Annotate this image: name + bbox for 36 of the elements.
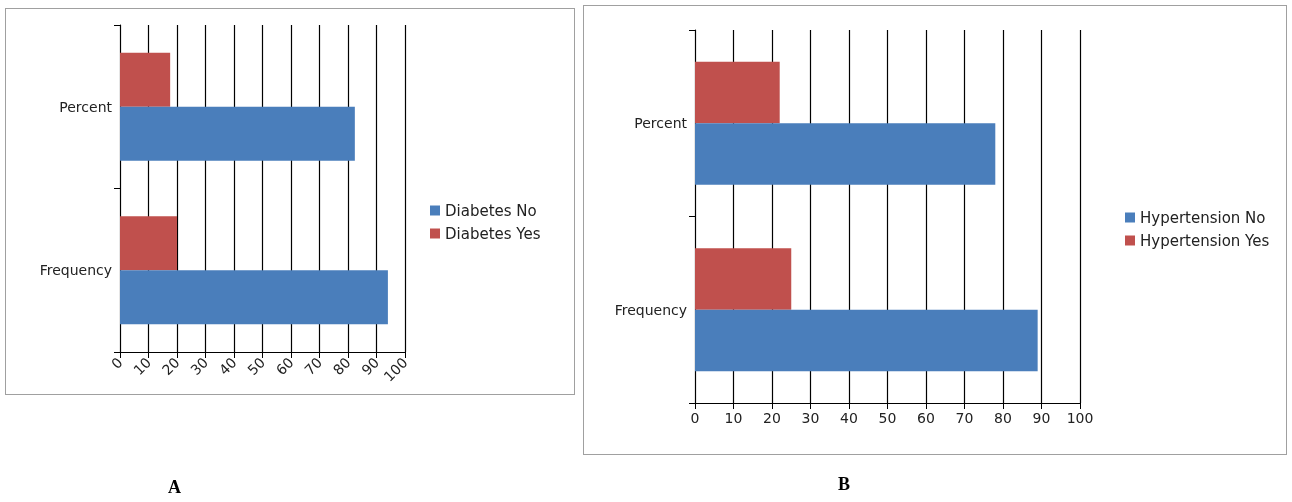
x-tick-label: 100 [1066, 410, 1094, 426]
bar [695, 123, 996, 185]
x-tick-label: 90 [1032, 410, 1051, 426]
x-tick-label: 70 [955, 410, 974, 426]
x-tick-label: 80 [994, 410, 1012, 426]
x-tick-label: 60 [917, 410, 935, 426]
x-tick-label: 20 [763, 410, 781, 426]
legend-label: Diabetes No [445, 201, 537, 220]
x-tick-label: 90 [358, 354, 383, 379]
bar [695, 309, 1038, 372]
x-tick-label: 50 [878, 410, 897, 426]
y-tick-label: Percent [59, 98, 113, 115]
y-tick-label: Frequency [39, 262, 112, 279]
y-tick-label: Frequency [614, 301, 687, 318]
text: B [838, 474, 851, 494]
x-tick-label: 0 [690, 410, 700, 426]
x-tick-label: 60 [272, 354, 297, 379]
x-tick-label: 20 [158, 354, 183, 379]
x-tick-label: 80 [329, 354, 354, 379]
x-tick-label: 50 [244, 354, 269, 379]
legend-label: Diabetes Yes [445, 224, 541, 243]
bar [695, 248, 792, 310]
x-tick-label: 10 [130, 354, 155, 379]
x-tick-label: 10 [724, 410, 743, 426]
text: A [168, 477, 181, 497]
x-tick-label: 30 [801, 410, 820, 426]
x-tick-label: 40 [840, 410, 858, 426]
y-tick-label: Percent [634, 115, 688, 132]
bar [695, 61, 780, 124]
x-tick-label: 70 [301, 354, 326, 379]
legend-label: Hypertension No [1140, 208, 1266, 227]
x-tick-label: 0 [108, 354, 126, 372]
x-tick-label: 100 [380, 354, 411, 385]
x-tick-label: 30 [187, 354, 212, 379]
legend-label: Hypertension Yes [1140, 231, 1270, 250]
x-tick-label: 40 [215, 354, 240, 379]
